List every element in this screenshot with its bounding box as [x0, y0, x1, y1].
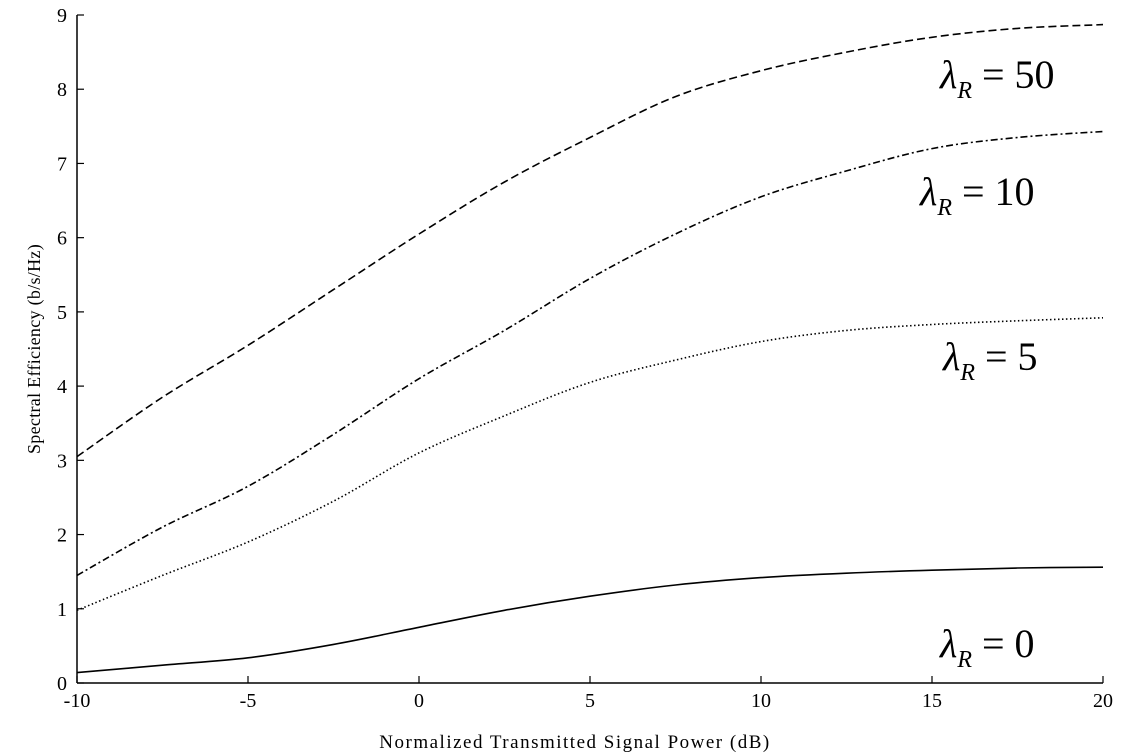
y-tick-label: 3 — [57, 450, 67, 472]
y-axis-title: Spectral Efficiency (b/s/Hz) — [24, 244, 45, 454]
series-lines — [76, 23, 1104, 674]
series-line — [76, 23, 1104, 458]
y-tick-label: 5 — [57, 302, 67, 324]
y-tick-label: 6 — [57, 228, 67, 250]
series-labels: λR = 50 λR = 10 λR = 5 λR = 0 — [919, 52, 1055, 673]
series-label: λR = 10 — [919, 169, 1035, 221]
y-ticks: 0 1 2 3 4 5 6 7 8 9 — [57, 5, 84, 695]
y-tick-label: 2 — [57, 525, 67, 547]
series-line — [76, 130, 1104, 577]
series-label: λR = 5 — [942, 334, 1038, 386]
x-tick-label: 5 — [585, 690, 595, 712]
x-tick-label: -5 — [240, 690, 257, 712]
x-axis-title: Normalized Transmitted Signal Power (dB) — [379, 732, 770, 753]
y-tick-label: 0 — [57, 673, 67, 695]
x-tick-label: -10 — [64, 690, 91, 712]
x-ticks: -10 -5 0 5 10 15 20 — [64, 676, 1113, 712]
y-tick-label: 8 — [57, 79, 67, 101]
x-tick-label: 15 — [922, 690, 942, 712]
x-tick-label: 0 — [414, 690, 424, 712]
series-line — [76, 566, 1104, 674]
series-line — [76, 317, 1104, 612]
y-tick-label: 9 — [57, 5, 67, 27]
series-label: λR = 0 — [939, 621, 1035, 673]
x-tick-label: 10 — [751, 690, 771, 712]
y-tick-label: 1 — [57, 599, 67, 621]
series-label: λR = 50 — [939, 52, 1055, 104]
y-tick-label: 4 — [57, 376, 67, 398]
x-tick-label: 20 — [1093, 690, 1113, 712]
y-tick-label: 7 — [57, 153, 67, 175]
